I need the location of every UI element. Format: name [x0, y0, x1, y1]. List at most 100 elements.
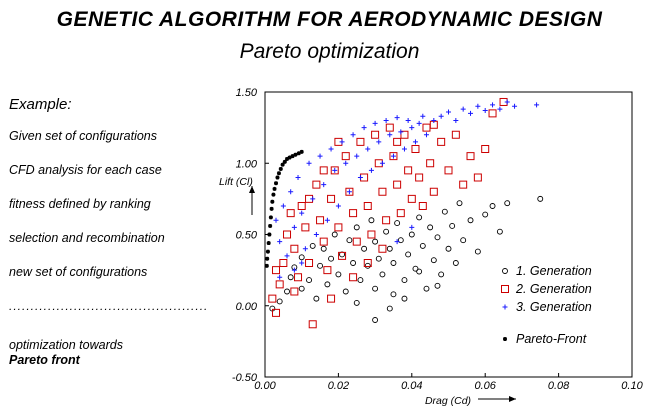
2-generation-point [473, 173, 482, 182]
3-generation-point [339, 139, 345, 145]
3-generation-point [468, 110, 474, 116]
3-generation-point [324, 217, 330, 223]
3-generation-point [284, 253, 290, 259]
pareto-front-point [278, 166, 283, 171]
pareto-front-point [275, 175, 280, 180]
2-generation-point [319, 237, 328, 246]
1-generation-point [441, 208, 448, 215]
2-generation-point [279, 259, 288, 267]
1-generation-point [390, 291, 397, 298]
2-generation-point [415, 173, 424, 182]
1-generation-point [390, 260, 397, 266]
2-generation-point [356, 137, 365, 146]
1-generation-point [482, 211, 489, 218]
2-generation-point [323, 266, 332, 275]
example-heading: Example: [9, 96, 72, 113]
2-generation-point [349, 209, 358, 218]
3-generation-point [438, 113, 444, 119]
2-generation-point [305, 259, 314, 267]
1-generation-point [386, 305, 393, 312]
page-subtitle: Pareto optimization [239, 40, 420, 63]
1-generation-point [313, 295, 320, 302]
3-generation-point [512, 103, 518, 109]
3-generation-point [354, 153, 360, 159]
2-generation-point [308, 320, 317, 329]
1-generation-point [467, 217, 474, 224]
3-generation-point [291, 224, 297, 230]
1-generation-point [496, 228, 503, 235]
1-generation-point [456, 200, 463, 207]
x-tick-label: 0.06 [474, 380, 496, 392]
3-generation-point [390, 153, 396, 159]
1-generation-point [438, 271, 445, 278]
x-axis-arrowhead [509, 396, 516, 402]
legend-label: Pareto-Front [516, 332, 587, 346]
1-generation-point [276, 298, 283, 305]
pareto-front-point [270, 199, 275, 204]
1-generation-point [309, 242, 316, 249]
2-generation-point [371, 130, 380, 139]
3-generation-point [368, 167, 374, 173]
2-generation-point [385, 123, 394, 132]
legend-marker [501, 285, 509, 293]
1-generation-point [401, 295, 408, 302]
3-generation-point [299, 260, 305, 266]
2-generation-point [268, 294, 277, 303]
2-generation-point [275, 280, 284, 289]
x-axis-label: Drag (Cd) [425, 395, 471, 407]
2-generation-point [345, 187, 354, 196]
2-generation-point [378, 244, 387, 253]
1-generation-point [474, 248, 481, 255]
1-generation-point [452, 260, 459, 266]
2-generation-point [400, 130, 409, 139]
1-generation-point [357, 277, 364, 284]
pareto-front-point [285, 156, 290, 161]
1-generation-point [434, 234, 441, 241]
2-generation-point [349, 273, 358, 282]
1-generation-point [434, 282, 441, 289]
2-generation-point [290, 287, 299, 296]
1-generation-point [372, 238, 379, 245]
3-generation-point [310, 196, 316, 202]
2-generation-point [297, 202, 306, 210]
3-generation-point [504, 99, 510, 105]
pareto-front-point [290, 154, 295, 159]
2-generation-point [426, 159, 435, 168]
1-generation-point [419, 242, 426, 249]
3-generation-point [412, 139, 418, 145]
1-generation-point [430, 257, 437, 264]
1-generation-point [504, 200, 511, 207]
1-generation-point [449, 222, 456, 229]
pareto-front-point [266, 241, 271, 246]
3-generation-point [372, 120, 378, 126]
2-generation-point [488, 109, 497, 118]
2-generation-point [407, 194, 416, 203]
pareto-front-point [287, 155, 292, 160]
2-generation-point [444, 166, 453, 175]
2-generation-point [319, 166, 328, 175]
3-generation-point [346, 189, 352, 195]
3-generation-point [394, 239, 400, 245]
1-generation-point [460, 237, 467, 244]
2-generation-point [367, 230, 376, 239]
1-generation-point [346, 237, 353, 244]
2-generation-point [396, 209, 405, 218]
1-generation-point [284, 288, 290, 295]
3-generation-point [534, 102, 540, 108]
3-generation-point [490, 102, 496, 108]
step-item: fitness defined by ranking [9, 197, 151, 211]
1-generation-point [397, 237, 404, 244]
1-generation-point [353, 224, 360, 231]
2-generation-point [451, 130, 460, 139]
y-tick-label: 1.50 [236, 87, 258, 99]
3-generation-point [306, 160, 312, 166]
1-generation-point [368, 217, 375, 224]
2-generation-point [459, 180, 468, 189]
1-generation-point [364, 262, 371, 269]
3-generation-point [409, 224, 415, 230]
3-generation-point [409, 125, 415, 131]
3-generation-point [288, 189, 294, 195]
2-generation-point [312, 180, 321, 189]
1-generation-point [287, 274, 294, 281]
3-generation-point [475, 103, 481, 109]
